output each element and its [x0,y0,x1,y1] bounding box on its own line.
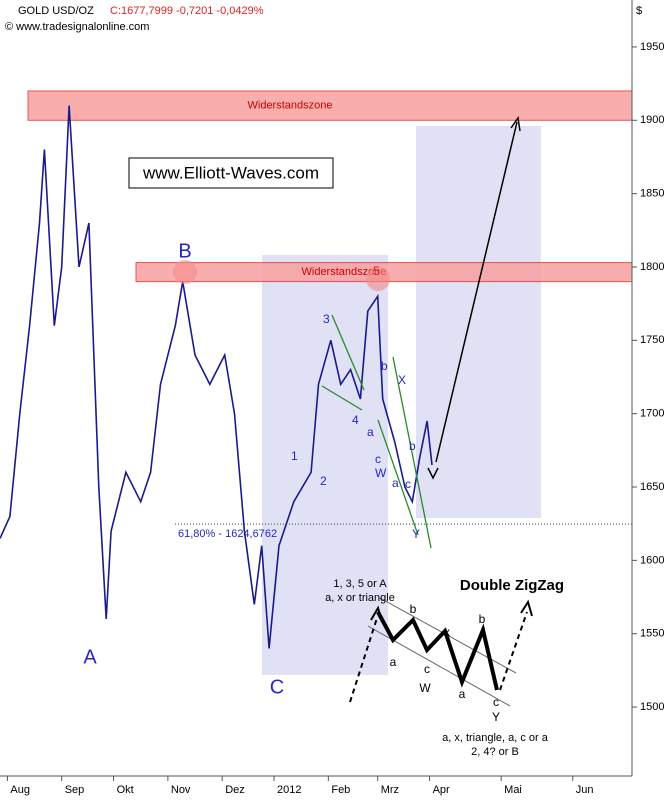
y-unit: $ [636,5,642,17]
website-box [128,157,334,189]
wave-label: c [375,452,381,466]
diagram-label: a [459,687,466,701]
quote: C:1677,7999 -0,7201 -0,0429% [110,5,264,17]
diagram-label: c [424,662,430,676]
wave-label: C [270,676,284,698]
diagram-label: b [479,612,486,626]
x-tick-label: Dez [225,784,245,796]
wave-label: Y [412,527,420,541]
wave-label: a [367,425,374,439]
diagram-note: a, x or triangle [325,592,395,604]
x-tick-label: Mai [504,784,522,796]
y-tick-label: 1700 [640,408,664,420]
chart-title: GOLD USD/OZ [18,5,94,17]
wave-label: a [392,476,399,490]
wave-label: X [398,373,406,387]
wave-label: 3 [323,312,330,326]
price [0,105,433,649]
x-tick-label: Feb [331,784,350,796]
y-tick-label: 1850 [640,188,664,200]
y-tick-label: 1950 [640,41,664,53]
diagram-label: b [410,602,417,616]
price-line [0,105,433,649]
diagram-label: x [444,625,450,639]
x-tick-label: Jun [576,784,594,796]
axes: 1500 1550 1600 1650 1700 1750 1800 1850 1900 1950… [6,41,664,796]
zone-label: Widerstandszone [248,100,333,112]
diagram-label: a [390,655,397,669]
x-tick-label: Nov [171,784,191,796]
zone-label: Widerstandszone [302,266,387,278]
y-tick-label: 1550 [640,628,664,640]
y-tick-label: 1800 [640,261,664,273]
arrow-head [520,599,533,617]
wave-label: 1 [291,449,298,463]
x-tick-label: Mrz [381,784,399,796]
wave-label: 5 [373,264,380,278]
wave-label: c [405,477,411,491]
diagram-note: 1, 3, 5 or A [333,578,387,590]
x-tick-label: Aug [10,784,30,796]
forecast-arrow [427,116,521,480]
source: © www.tradesignalonline.com [5,21,149,33]
trendlines [321,314,432,549]
diagram-label: c [493,695,499,709]
arrow-head [370,605,383,623]
marker-circle [366,267,390,291]
wave-label: A [83,646,97,668]
zigzag [376,611,499,691]
fib-label: 61,80% - 1624,6762 [178,528,277,540]
diagram-label: Y [492,710,500,724]
wave-label: b [409,439,416,453]
diagram-title: Double ZigZag [460,577,564,594]
wave-label: W [375,466,387,480]
diagram: b a c x W a b c Y 1, 3, 5 or A a, x or t… [325,577,564,758]
wave-label: 4 [352,413,359,427]
wave-label: b [381,359,388,373]
dashed-arrow [499,611,528,691]
y-tick-label: 1900 [640,114,664,126]
diagram-note: 2, 4? or B [471,746,519,758]
x-tick-label: Sep [65,784,85,796]
diagram-label: W [419,681,431,695]
dashed-arrow [349,617,378,703]
y-tick-label: 1750 [640,334,664,346]
x-tick-label: 2012 [277,784,301,796]
marker-circle [173,260,197,284]
website: www.Elliott-Waves.com [142,163,319,182]
x-tick-label: Okt [117,784,134,796]
wave-label: B [178,240,191,262]
y-tick-label: 1600 [640,554,664,566]
wave-label: 2 [320,474,327,488]
diagram-note: a, x, triangle, a, c or a [442,732,549,744]
y-tick-label: 1500 [640,701,664,713]
projection-box [416,126,541,518]
y-tick-label: 1650 [640,481,664,493]
x-tick-label: Apr [433,784,450,796]
